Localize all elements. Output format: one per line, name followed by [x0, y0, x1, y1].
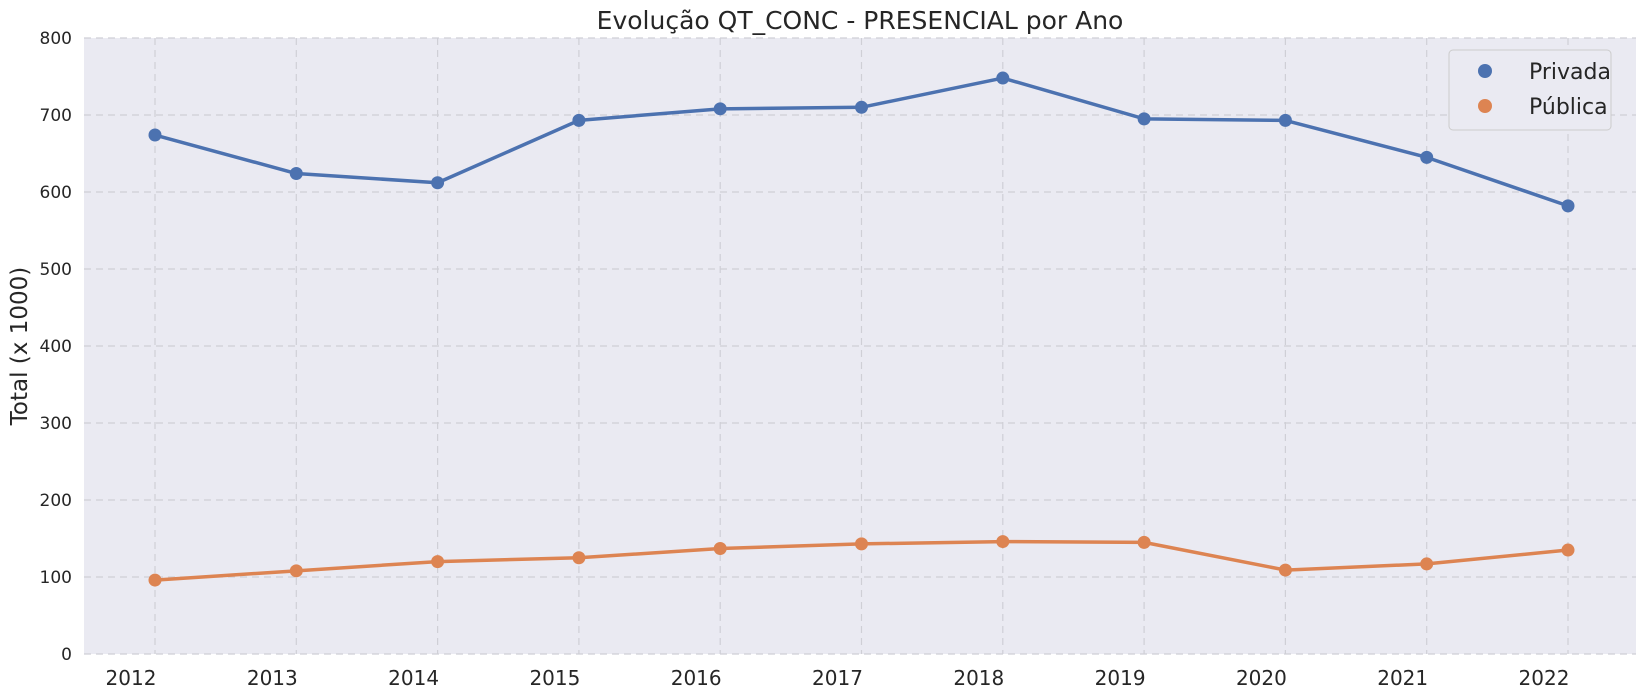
data-point-publica [431, 555, 445, 569]
x-tick-label: 2017 [812, 666, 863, 690]
y-tick-label: 300 [40, 414, 72, 434]
data-point-privada [996, 71, 1010, 85]
legend: Privada Pública [1448, 49, 1612, 131]
y-tick-label: 0 [61, 645, 72, 665]
legend-marker-publica [1478, 99, 1492, 113]
x-tick-label: 2012 [106, 666, 157, 690]
x-tick-label: 2015 [529, 666, 580, 690]
y-tick-label: 700 [40, 106, 72, 126]
data-point-publica [855, 537, 868, 551]
data-point-publica [148, 573, 162, 587]
y-tick-label: 400 [40, 337, 72, 357]
data-point-privada [148, 128, 162, 142]
x-tick-label: 2019 [1095, 666, 1146, 690]
y-tick-label: 500 [40, 260, 72, 280]
x-tick-label: 2016 [671, 666, 722, 690]
chart-title: Evolução QT_CONC - PRESENCIAL por Ano [597, 6, 1124, 35]
y-tick-label: 800 [40, 29, 72, 49]
data-point-publica [1420, 557, 1434, 571]
data-point-publica [996, 535, 1010, 549]
x-tick-label: 2020 [1236, 666, 1287, 690]
data-point-publica [713, 542, 727, 556]
x-tick-label: 2021 [1377, 666, 1428, 690]
legend-label-privada: Privada [1529, 60, 1611, 85]
data-point-publica [1561, 543, 1575, 557]
x-tick-label: 2013 [247, 666, 298, 690]
y-tick-label: 600 [40, 183, 72, 203]
legend-label-publica: Pública [1529, 95, 1608, 120]
series-layer [148, 71, 1575, 587]
data-point-privada [1561, 199, 1575, 213]
data-point-privada [855, 100, 868, 114]
data-point-privada [431, 176, 445, 190]
y-axis-ticks: 0 100 200 300 400 500 600 700 800 [40, 29, 72, 665]
data-point-publica [1137, 535, 1151, 549]
data-point-privada [289, 167, 303, 181]
data-point-privada [713, 102, 727, 116]
legend-marker-privada [1478, 64, 1492, 78]
data-point-publica [1278, 563, 1292, 577]
x-tick-label: 2018 [953, 666, 1004, 690]
x-axis-ticks: 2012 2013 2014 2015 2016 2017 2018 2019 2020 2021… [106, 666, 1570, 690]
data-point-privada [1137, 112, 1151, 126]
x-tick-label: 2014 [388, 666, 439, 690]
y-tick-label: 100 [40, 568, 72, 588]
data-point-publica [289, 564, 303, 578]
y-tick-label: 200 [40, 491, 72, 511]
data-point-privada [572, 113, 586, 127]
data-point-privada [1278, 113, 1292, 127]
x-tick-label: 2022 [1519, 666, 1570, 690]
y-axis-label: Total (x 1000) [7, 267, 33, 426]
data-point-privada [1420, 150, 1434, 164]
data-point-publica [572, 551, 586, 565]
